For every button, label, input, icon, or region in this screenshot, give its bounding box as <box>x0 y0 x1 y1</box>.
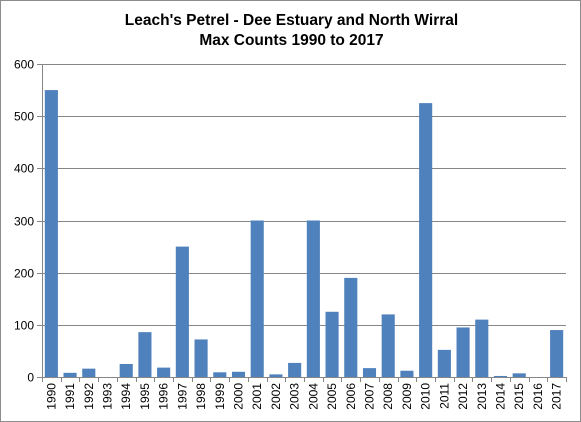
bar <box>400 370 414 377</box>
bar <box>82 368 96 377</box>
x-tick-label: 1995 <box>138 383 152 410</box>
bar <box>419 103 433 377</box>
bar <box>194 339 208 377</box>
x-tick-label: 1993 <box>101 383 115 410</box>
x-tick-label: 2014 <box>494 383 508 410</box>
x-tick-label: 2008 <box>381 383 395 410</box>
bar <box>269 374 283 377</box>
y-tick-label: 600 <box>14 58 34 72</box>
x-tick-label: 2003 <box>288 383 302 410</box>
x-tick-label: 1991 <box>63 383 77 410</box>
y-tick-label: 500 <box>14 110 34 124</box>
bar <box>231 371 246 377</box>
x-tick-label: 2005 <box>325 383 339 410</box>
x-tick-label: 2009 <box>400 383 414 410</box>
bar <box>493 375 508 377</box>
bar <box>288 362 302 377</box>
bar <box>213 372 227 377</box>
y-tick-label: 400 <box>14 162 34 176</box>
x-tick-label: 2016 <box>531 383 545 410</box>
x-tick-label: 1990 <box>44 383 58 410</box>
x-tick-label: 1999 <box>213 383 227 410</box>
bar <box>344 277 358 377</box>
x-tick-label: 1992 <box>82 383 96 410</box>
bar <box>157 367 171 377</box>
x-tick-label: 2015 <box>512 383 526 410</box>
x-tick-label: 2001 <box>250 383 264 410</box>
x-tick-label: 2010 <box>419 383 433 410</box>
bar <box>138 332 152 377</box>
x-tick-label: 2004 <box>306 383 320 410</box>
x-tick-label: 1997 <box>175 383 189 410</box>
x-tick-label: 2000 <box>232 383 246 410</box>
x-tick-label: 1998 <box>194 383 208 410</box>
bar <box>456 327 470 377</box>
bar <box>250 220 264 377</box>
x-tick-label: 2006 <box>344 383 358 410</box>
bar <box>362 368 377 377</box>
chart-title: Leach's Petrel - Dee Estuary and North W… <box>1 11 581 51</box>
bar <box>550 330 564 377</box>
bar <box>437 349 451 377</box>
y-tick-label: 200 <box>14 267 34 281</box>
chart-title-line-1: Leach's Petrel - Dee Estuary and North W… <box>124 12 459 29</box>
y-tick-label: 0 <box>27 371 34 385</box>
x-tick-label: 2007 <box>363 383 377 410</box>
bar <box>512 373 526 377</box>
bar <box>44 90 58 377</box>
bar <box>306 220 320 377</box>
x-tick-label: 1994 <box>119 383 133 410</box>
bar <box>175 246 189 377</box>
x-tick-label: 2002 <box>269 383 283 410</box>
bar <box>381 314 395 377</box>
bar <box>63 372 77 377</box>
bar <box>475 319 489 377</box>
x-tick-label: 2017 <box>550 383 564 410</box>
y-tick-label: 100 <box>14 319 34 333</box>
x-tick-label: 1996 <box>157 383 171 410</box>
bar <box>119 363 133 377</box>
x-tick-label: 2012 <box>456 383 470 410</box>
y-tick-label: 300 <box>14 215 34 229</box>
x-tick-label: 2013 <box>475 383 489 410</box>
x-tick-label: 2011 <box>437 383 451 409</box>
bar <box>325 311 339 377</box>
chart-title-line-2: Max Counts 1990 to 2017 <box>199 32 384 49</box>
